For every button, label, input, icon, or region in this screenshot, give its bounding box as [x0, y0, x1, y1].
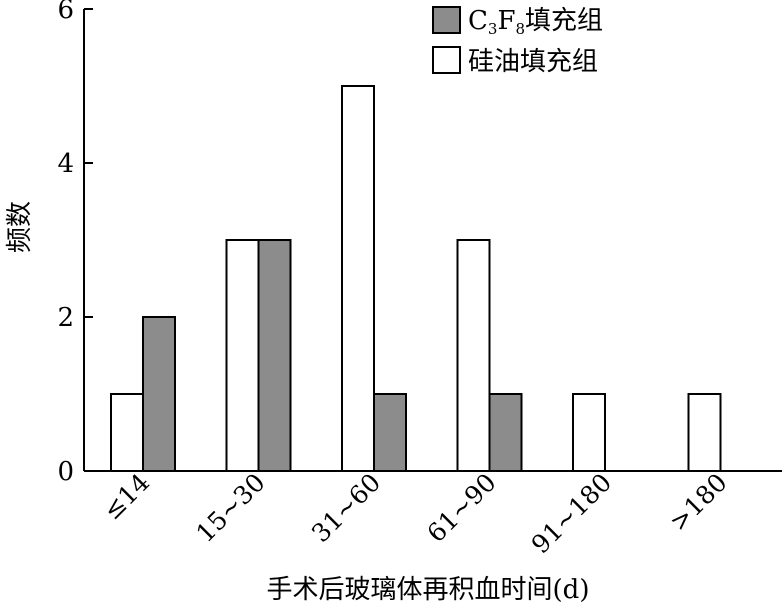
y-axis-title: 频数	[5, 201, 35, 253]
legend: C3F8填充组 硅油填充组	[432, 6, 603, 77]
bar	[225, 239, 260, 472]
bar	[687, 393, 722, 472]
bar	[341, 85, 375, 472]
x-tick-label: 61~90	[421, 468, 501, 548]
y-tick-label: 6	[57, 0, 74, 25]
legend-c3f8-prefix: C	[468, 6, 488, 36]
x-tick-label: >180	[664, 468, 733, 537]
legend-c3f8-suffix: 填充组	[525, 6, 603, 36]
x-tick-label: 91~180	[526, 468, 618, 560]
bar	[110, 393, 144, 472]
y-tick-label: 4	[57, 149, 74, 179]
x-tick-label: 31~60	[306, 468, 386, 548]
x-tick-label: 15~30	[190, 468, 270, 548]
bar	[456, 239, 491, 472]
legend-label-c3f8: C3F8填充组	[468, 6, 603, 38]
axes	[83, 8, 782, 472]
legend-c3f8-sub1: 3	[488, 20, 498, 38]
x-tick-label: ≤14	[97, 468, 155, 526]
bar	[572, 393, 606, 472]
bar	[488, 393, 523, 472]
bar	[142, 316, 176, 472]
bar	[373, 393, 407, 472]
bars	[110, 85, 722, 472]
labels: 0 2 4 6 ≤14 15~30 31~60 61~90 91~180 >180	[57, 0, 732, 559]
legend-swatch-silicone	[432, 46, 461, 74]
legend-swatch-c3f8	[432, 6, 461, 34]
x-axis-title: 手术后玻璃体再积血时间(d)	[267, 575, 590, 605]
legend-label-silicone: 硅油填充组	[468, 47, 598, 77]
y-tick-label: 0	[57, 457, 74, 487]
legend-c3f8-mid: F	[497, 6, 515, 36]
y-tick-label: 2	[57, 303, 74, 333]
bar	[257, 239, 292, 472]
legend-c3f8-sub2: 8	[516, 20, 526, 38]
